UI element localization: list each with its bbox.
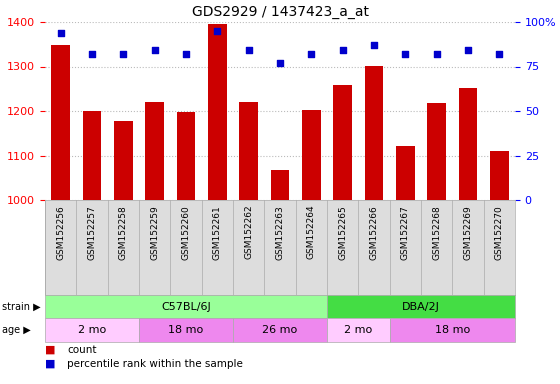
Text: GSM152269: GSM152269 — [464, 205, 473, 260]
Point — [495, 51, 504, 57]
Bar — [333, 85, 352, 200]
Bar — [427, 103, 446, 200]
Text: GSM152263: GSM152263 — [276, 205, 284, 260]
Point — [87, 51, 96, 57]
Bar — [302, 110, 321, 200]
Point — [432, 51, 441, 57]
Bar — [490, 152, 508, 200]
Text: GSM152260: GSM152260 — [181, 205, 190, 260]
Text: GSM152268: GSM152268 — [432, 205, 441, 260]
Bar — [459, 88, 477, 200]
Point — [119, 51, 128, 57]
Text: GSM152267: GSM152267 — [401, 205, 410, 260]
Text: GSM152259: GSM152259 — [150, 205, 159, 260]
Point — [244, 47, 253, 53]
Bar — [327, 318, 390, 342]
Bar — [114, 121, 133, 200]
Text: GSM152256: GSM152256 — [56, 205, 65, 260]
Text: ■: ■ — [45, 359, 55, 369]
Bar — [45, 318, 139, 342]
Text: GSM152257: GSM152257 — [87, 205, 96, 260]
Text: 2 mo: 2 mo — [344, 325, 372, 335]
Text: GSM152264: GSM152264 — [307, 205, 316, 259]
Point — [276, 60, 284, 66]
Text: GSM152258: GSM152258 — [119, 205, 128, 260]
Bar — [208, 24, 227, 200]
Text: GSM152266: GSM152266 — [370, 205, 379, 260]
Text: 2 mo: 2 mo — [78, 325, 106, 335]
Bar — [176, 112, 195, 200]
Bar — [52, 45, 70, 200]
Text: DBA/2J: DBA/2J — [402, 301, 440, 311]
Bar — [396, 146, 415, 200]
Text: GDS2929 / 1437423_a_at: GDS2929 / 1437423_a_at — [192, 5, 368, 19]
Bar — [139, 318, 233, 342]
Text: GSM152261: GSM152261 — [213, 205, 222, 260]
Text: GSM152262: GSM152262 — [244, 205, 253, 259]
Point — [464, 47, 473, 53]
Text: C57BL/6J: C57BL/6J — [161, 301, 211, 311]
Point — [370, 42, 379, 48]
Text: GSM152270: GSM152270 — [495, 205, 504, 260]
Bar — [145, 102, 164, 200]
Text: percentile rank within the sample: percentile rank within the sample — [67, 359, 243, 369]
Bar — [239, 102, 258, 200]
Bar — [83, 111, 101, 200]
Bar — [270, 170, 290, 200]
Bar — [365, 66, 384, 200]
Text: age ▶: age ▶ — [2, 325, 31, 335]
Text: 18 mo: 18 mo — [169, 325, 204, 335]
Point — [213, 28, 222, 34]
Bar — [327, 295, 515, 318]
Point — [56, 30, 65, 36]
Text: 18 mo: 18 mo — [435, 325, 470, 335]
Bar — [45, 295, 327, 318]
Text: ■: ■ — [45, 345, 55, 355]
Text: count: count — [67, 345, 97, 355]
Point — [181, 51, 190, 57]
Text: 26 mo: 26 mo — [263, 325, 297, 335]
Point — [150, 47, 159, 53]
Text: GSM152265: GSM152265 — [338, 205, 347, 260]
Point — [338, 47, 347, 53]
Text: strain ▶: strain ▶ — [2, 301, 41, 311]
Point — [401, 51, 410, 57]
Bar — [233, 318, 327, 342]
Point — [307, 51, 316, 57]
Bar — [390, 318, 515, 342]
